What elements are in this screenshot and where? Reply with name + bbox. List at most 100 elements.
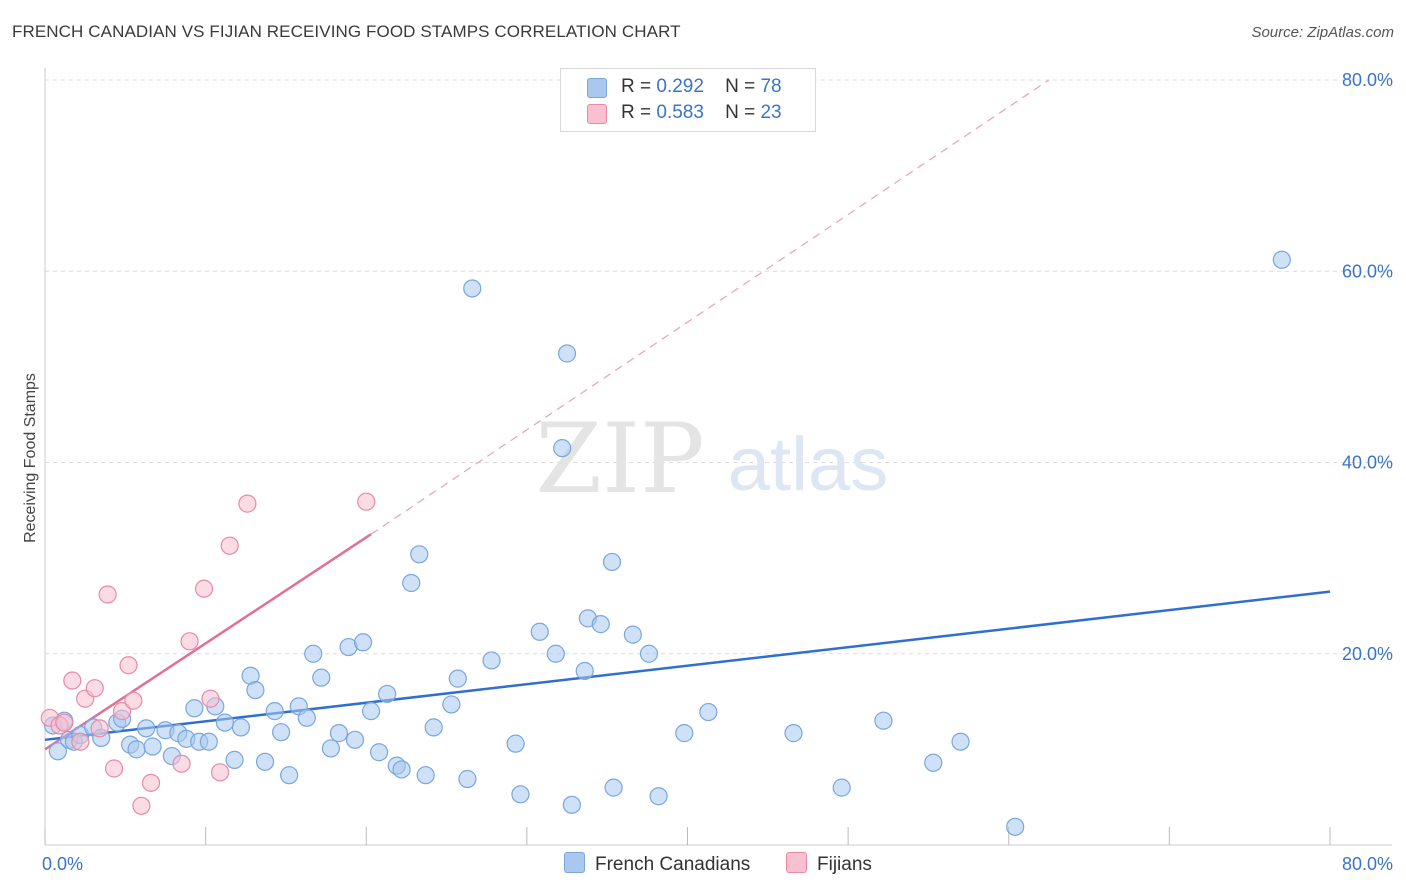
point-fijians xyxy=(194,579,214,598)
point-fijians xyxy=(172,754,191,773)
point-fijians xyxy=(201,689,220,708)
trend-line-fijians-extension xyxy=(370,79,1050,535)
point-french-canadians xyxy=(143,737,162,756)
y-tick-label: 20.0% xyxy=(1342,644,1393,664)
point-fijians xyxy=(220,536,239,555)
point-french-canadians xyxy=(1006,817,1025,836)
legend-r-value: 0.583 xyxy=(656,102,704,123)
watermark: ZIP atlas xyxy=(535,403,888,515)
point-french-canadians xyxy=(675,724,694,743)
point-french-canadians xyxy=(246,680,265,700)
point-french-canadians xyxy=(231,718,251,737)
point-french-canadians xyxy=(410,545,429,564)
point-fijians xyxy=(124,691,143,710)
point-french-canadians xyxy=(442,695,461,714)
legend-swatch-pink xyxy=(786,852,807,873)
point-french-canadians xyxy=(321,739,341,758)
point-fijians xyxy=(238,494,257,513)
point-french-canadians xyxy=(562,795,581,814)
point-french-canadians xyxy=(329,724,349,743)
point-french-canadians xyxy=(265,702,284,721)
point-french-canadians xyxy=(312,668,331,687)
trend-lines xyxy=(44,79,1331,751)
point-french-canadians xyxy=(604,778,623,797)
point-french-canadians xyxy=(392,760,411,779)
x-tick-label: 0.0% xyxy=(42,854,83,874)
point-french-canadians xyxy=(225,750,244,769)
point-french-canadians xyxy=(361,702,381,721)
point-french-canadians xyxy=(402,573,421,593)
point-french-canadians xyxy=(575,661,594,681)
y-axis-label: Receiving Food Stamps xyxy=(22,373,39,543)
point-french-canadians xyxy=(463,279,482,298)
point-french-canadians xyxy=(832,778,851,797)
point-french-canadians xyxy=(511,785,530,804)
watermark-atlas: atlas xyxy=(728,422,889,507)
point-french-canadians xyxy=(345,730,365,749)
point-fijians xyxy=(141,773,161,792)
point-fijians xyxy=(132,796,151,815)
point-french-canadians xyxy=(378,684,397,704)
point-fijians xyxy=(112,702,132,721)
point-french-canadians xyxy=(185,699,204,718)
chart-title: FRENCH CANADIAN VS FIJIAN RECEIVING FOOD… xyxy=(12,22,681,41)
legend-label-fijians: Fijians xyxy=(817,854,872,875)
legend-r-value: 0.292 xyxy=(656,76,704,97)
point-french-canadians xyxy=(416,766,435,785)
point-french-canadians xyxy=(591,615,610,634)
point-french-canadians xyxy=(272,723,291,742)
point-french-canadians xyxy=(304,644,323,663)
point-fijians xyxy=(98,585,117,604)
point-french-canadians xyxy=(784,724,803,743)
source-label: Source: ZipAtlas.com xyxy=(1251,24,1394,41)
point-fijians xyxy=(85,679,104,698)
point-french-canadians xyxy=(649,787,668,806)
point-french-canadians xyxy=(699,702,718,722)
legend-n-value: 23 xyxy=(760,102,782,123)
point-french-canadians xyxy=(553,439,572,458)
point-french-canadians xyxy=(639,644,659,663)
legend-swatch-blue xyxy=(564,852,585,873)
point-french-canadians xyxy=(424,718,443,737)
point-fijians xyxy=(90,719,109,738)
point-french-canadians xyxy=(48,742,67,761)
y-tick-label: 40.0% xyxy=(1342,453,1393,473)
legend-n-label: N = xyxy=(725,102,756,123)
point-french-canadians xyxy=(557,344,577,363)
data-points xyxy=(40,250,1291,836)
y-tick-label: 80.0% xyxy=(1342,70,1393,90)
watermark-zip: ZIP xyxy=(535,403,704,515)
point-french-canadians xyxy=(546,644,565,663)
point-fijians xyxy=(357,492,376,511)
legend-n-label: N = xyxy=(725,76,756,97)
legend-n-value: 78 xyxy=(760,76,782,97)
point-french-canadians xyxy=(482,651,501,670)
point-french-canadians xyxy=(874,711,893,730)
point-french-canadians xyxy=(1272,250,1291,269)
gridlines xyxy=(45,79,1392,655)
legend-r-label: R = xyxy=(621,102,652,123)
trend-line-fijians xyxy=(44,533,372,751)
correlation-legend: R = 0.292 N = 78 R = 0.583 N = 23 xyxy=(560,68,816,132)
legend-item-fijians: Fijians xyxy=(786,852,872,876)
point-french-canadians xyxy=(623,625,642,644)
legend-label-french-canadians: French Canadians xyxy=(595,854,751,875)
point-french-canadians xyxy=(353,633,373,652)
point-fijians xyxy=(71,732,90,751)
point-french-canadians xyxy=(602,552,622,572)
tick-labels: 20.0% 40.0% 60.0% 80.0% 0.0% 80.0% xyxy=(42,70,1393,874)
point-french-canadians xyxy=(199,732,218,751)
point-fijians xyxy=(63,671,82,690)
trend-line-french-canadians xyxy=(44,590,1331,742)
point-french-canadians xyxy=(458,769,477,789)
point-french-canadians xyxy=(924,753,943,772)
point-fijians xyxy=(210,763,230,782)
point-french-canadians xyxy=(280,766,299,785)
point-fijians xyxy=(119,656,138,675)
point-french-canadians xyxy=(255,752,275,771)
x-tick-label: 80.0% xyxy=(1342,854,1393,874)
point-french-canadians xyxy=(448,669,467,688)
legend-item-french-canadians: French Canadians xyxy=(564,852,750,876)
point-french-canadians xyxy=(370,743,389,762)
